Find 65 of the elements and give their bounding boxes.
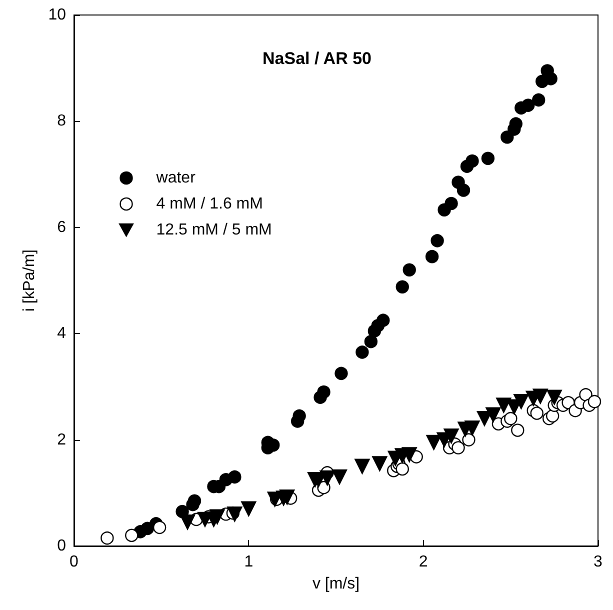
point [444,428,459,444]
point [511,424,524,437]
point [402,263,416,276]
point [530,406,544,420]
x-axis-title: v [m/s] [312,576,360,592]
x-tick-label: 1 [244,554,254,570]
point [125,528,138,542]
point [464,420,480,436]
text: NaSal / AR 50 [262,49,372,68]
point [317,385,330,399]
point [496,398,512,413]
point [452,441,465,454]
point [334,366,348,380]
point [180,514,196,530]
point [100,531,114,545]
point [466,154,479,168]
point [396,280,409,294]
point [500,130,514,144]
point [425,250,439,264]
y-tick-label: 2 [57,431,66,448]
point [546,409,560,422]
point [188,494,202,508]
y-tick-label: 10 [48,6,66,24]
point [444,196,458,210]
point [481,152,495,165]
point [292,409,306,422]
point [486,407,501,422]
x-tick-label: 3 [594,554,603,570]
legend-label: water [155,170,196,186]
point [532,93,546,107]
point [426,434,442,450]
y-axis-title: i [kPa/m] [20,249,38,312]
y-tick-label: 8 [57,112,66,130]
point [456,184,470,197]
point [396,462,409,476]
point [546,390,562,405]
point [532,388,548,404]
point [354,458,370,474]
point [402,447,417,462]
x-tick-label: 2 [418,554,428,570]
point [332,469,348,485]
point [372,456,388,472]
point [153,520,166,534]
point [227,506,242,522]
point [279,490,295,505]
point [504,412,518,426]
y-tick-label: 0 [57,538,66,554]
point [320,470,335,486]
point [364,334,378,348]
x-tick-label: 0 [70,554,79,570]
point [509,117,523,130]
point [356,346,369,359]
legend-label: 12.5 mM / 5 mM [156,222,272,238]
point [210,509,225,524]
point [241,501,256,516]
y-tick-label: 4 [57,325,66,342]
legend-label: 4 mM / 1.6 mM [156,196,263,212]
point [522,98,535,112]
point [228,470,242,484]
point [430,234,444,248]
point [588,394,602,408]
point [462,433,476,446]
y-tick-label: 6 [57,218,66,236]
point [514,394,529,410]
point [376,314,390,327]
